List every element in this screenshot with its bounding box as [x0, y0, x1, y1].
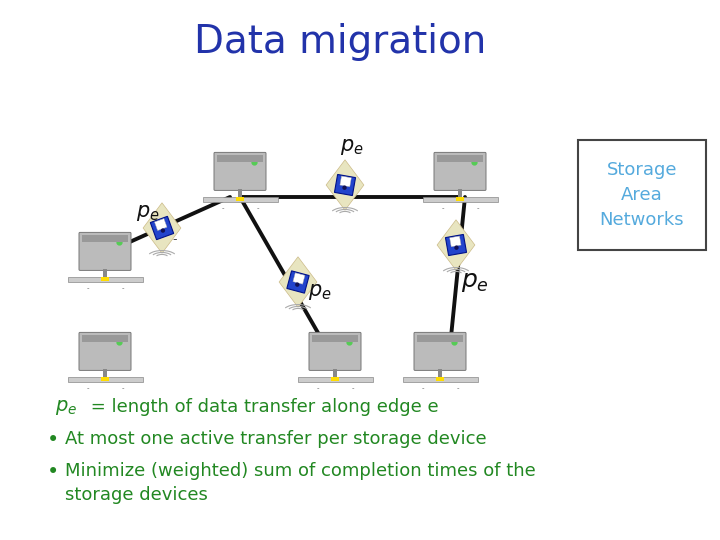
Bar — [101, 278, 109, 281]
Polygon shape — [143, 203, 181, 253]
FancyBboxPatch shape — [150, 217, 174, 240]
Bar — [458, 190, 462, 197]
Bar — [312, 335, 358, 342]
Bar — [333, 369, 337, 377]
Bar — [202, 197, 277, 201]
Text: -: - — [476, 205, 479, 211]
Bar — [331, 377, 339, 381]
Bar — [438, 369, 442, 377]
FancyBboxPatch shape — [340, 176, 351, 187]
Bar — [217, 155, 263, 161]
Text: -: - — [456, 385, 459, 391]
Bar — [82, 335, 128, 342]
Text: -: - — [316, 385, 319, 391]
Text: $p_e$: $p_e$ — [136, 203, 160, 223]
Bar — [236, 197, 244, 201]
Circle shape — [454, 246, 459, 250]
Bar — [82, 235, 128, 242]
Bar — [297, 376, 372, 382]
Bar — [578, 140, 706, 250]
FancyBboxPatch shape — [79, 232, 131, 271]
FancyBboxPatch shape — [79, 333, 131, 370]
FancyBboxPatch shape — [155, 219, 167, 231]
Bar — [417, 335, 463, 342]
Polygon shape — [437, 220, 475, 270]
FancyBboxPatch shape — [414, 333, 466, 370]
Text: = length of data transfer along edge e: = length of data transfer along edge e — [85, 398, 438, 416]
Circle shape — [342, 186, 347, 190]
FancyBboxPatch shape — [434, 152, 486, 191]
Bar — [437, 155, 483, 161]
Bar — [423, 197, 498, 201]
Text: -: - — [351, 385, 354, 391]
Bar — [238, 190, 242, 197]
Text: -: - — [121, 285, 124, 291]
Text: •: • — [47, 430, 59, 450]
Text: $p_e$: $p_e$ — [461, 271, 489, 294]
Bar — [103, 269, 107, 278]
Text: -: - — [86, 385, 89, 391]
Circle shape — [161, 228, 165, 233]
Bar — [68, 376, 143, 382]
FancyBboxPatch shape — [309, 333, 361, 370]
Text: -: - — [173, 233, 177, 246]
FancyBboxPatch shape — [335, 174, 356, 195]
Bar — [101, 377, 109, 381]
FancyBboxPatch shape — [450, 236, 461, 247]
Text: -: - — [421, 385, 424, 391]
Text: Storage
Area
Networks: Storage Area Networks — [600, 161, 684, 229]
Bar — [68, 276, 143, 282]
Text: $p_e$: $p_e$ — [55, 398, 77, 417]
Text: Minimize (weighted) sum of completion times of the: Minimize (weighted) sum of completion ti… — [65, 462, 536, 480]
Bar — [456, 197, 464, 201]
Bar — [103, 369, 107, 377]
Text: -: - — [256, 205, 258, 211]
Text: •: • — [47, 462, 59, 482]
Text: -: - — [441, 205, 444, 211]
FancyBboxPatch shape — [293, 273, 305, 284]
FancyBboxPatch shape — [214, 152, 266, 191]
Text: -: - — [221, 205, 224, 211]
Polygon shape — [326, 160, 364, 210]
Text: -: - — [121, 385, 124, 391]
Bar — [436, 377, 444, 381]
Text: At most one active transfer per storage device: At most one active transfer per storage … — [65, 430, 487, 448]
Text: storage devices: storage devices — [65, 486, 208, 504]
Text: $p_e$: $p_e$ — [308, 282, 332, 302]
Circle shape — [295, 282, 300, 287]
Polygon shape — [279, 257, 317, 307]
Text: -: - — [86, 285, 89, 291]
Bar — [402, 376, 477, 382]
Text: $p_e$: $p_e$ — [340, 137, 364, 157]
FancyBboxPatch shape — [287, 271, 309, 293]
FancyBboxPatch shape — [446, 234, 467, 255]
Text: Data migration: Data migration — [194, 23, 486, 61]
